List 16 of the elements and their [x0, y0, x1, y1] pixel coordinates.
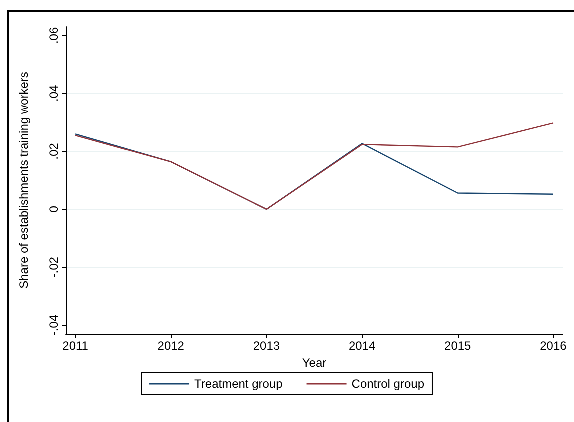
x-tick-label: 2012 — [158, 339, 185, 353]
legend-label: Control group — [352, 377, 425, 391]
y-tick-label: .04 — [47, 84, 61, 102]
x-axis-title: Year — [302, 356, 327, 370]
y-tick-label: 0 — [47, 206, 61, 213]
y-tick-label: -.02 — [47, 256, 61, 278]
y-tick-label: .02 — [47, 142, 61, 160]
x-tick-label: 2011 — [62, 339, 89, 353]
x-tick-label: 2015 — [444, 339, 472, 353]
y-axis-title: Share of establishments training workers — [17, 72, 31, 289]
x-tick-label: 2016 — [540, 339, 568, 353]
x-tick-label: 2014 — [348, 339, 376, 353]
y-tick-label: -.04 — [47, 314, 61, 336]
x-tick-label: 2013 — [253, 339, 280, 353]
legend-label: Treatment group — [194, 377, 284, 391]
y-tick-label: .06 — [47, 27, 61, 44]
